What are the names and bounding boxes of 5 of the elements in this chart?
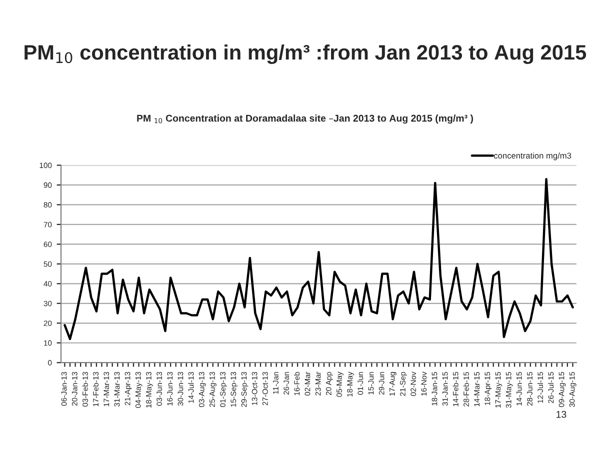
chart-subtitle: PM $_{10}$ Concentration at Doramadalaa site –Jan 2013 to Aug 2015 (mg/m³ ) <box>137 114 473 124</box>
text: 13 <box>556 410 566 418</box>
legend-label: concentration mg/m3 <box>494 152 572 160</box>
chart-title: PM$_{10}$ concentration in mg/m³ :from Jan 2013 to Aug 2015 <box>24 44 586 64</box>
line-series <box>64 178 574 340</box>
